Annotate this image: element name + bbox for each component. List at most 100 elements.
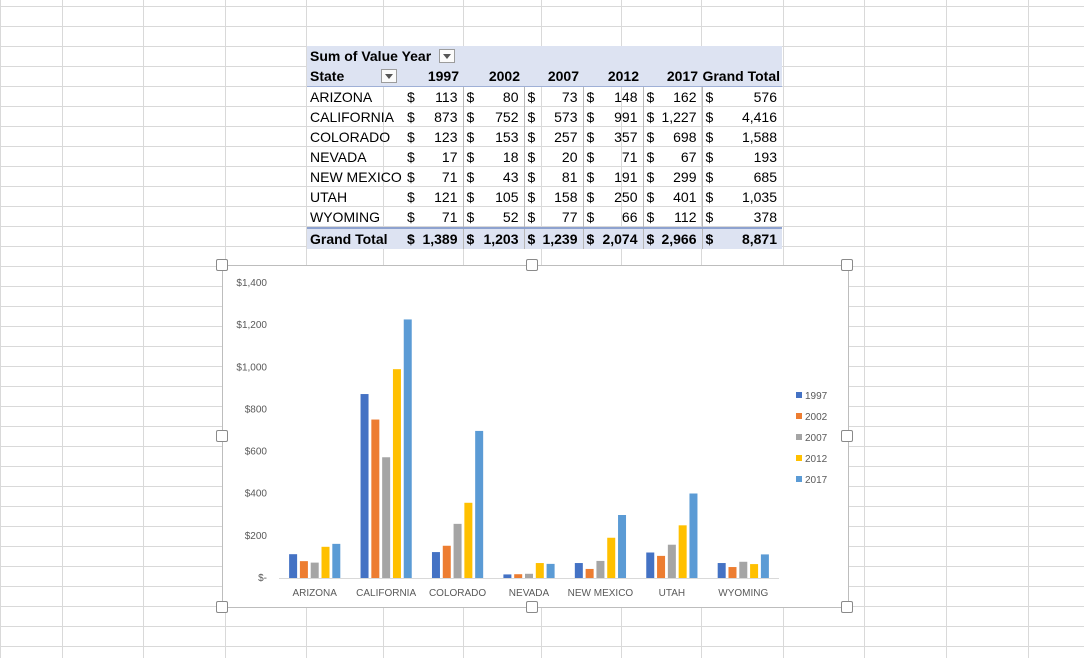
pivot-value-cell[interactable]: $81 xyxy=(524,167,584,187)
pivot-state-label[interactable]: NEVADA xyxy=(310,149,367,165)
pivot-value-cell[interactable]: $873 xyxy=(404,107,464,127)
pivot-value-cell[interactable]: $80 xyxy=(463,86,525,107)
bar-2002-wyoming[interactable] xyxy=(728,567,737,578)
pivot-value-cell[interactable]: $123 xyxy=(404,127,464,147)
bar-2012-nevada[interactable] xyxy=(535,563,544,578)
pivot-value-cell[interactable]: $162 xyxy=(643,86,703,107)
pivot-value-cell[interactable]: $752 xyxy=(463,107,525,127)
pivot-value-cell[interactable]: $257 xyxy=(524,127,584,147)
pivot-value-cell[interactable]: $52 xyxy=(463,207,525,228)
bar-2012-new-mexico[interactable] xyxy=(607,537,616,578)
pivot-value-cell[interactable]: $71 xyxy=(583,147,644,167)
pivot-value-cell[interactable]: $112 xyxy=(643,207,703,228)
pivot-grand-total-cell[interactable]: $1,389 xyxy=(404,227,464,249)
pivot-row-total-cell[interactable]: $576 xyxy=(702,87,782,108)
pivot-value-cell[interactable]: $1,227 xyxy=(643,107,703,127)
pivot-value-cell[interactable]: $66 xyxy=(583,207,644,228)
bar-1997-colorado[interactable] xyxy=(431,552,440,578)
bar-2012-colorado[interactable] xyxy=(464,502,473,578)
pivot-state-label[interactable]: ARIZONA xyxy=(310,89,373,105)
state-filter-dropdown-icon[interactable] xyxy=(381,69,398,84)
pivot-value-cell[interactable]: $357 xyxy=(583,127,644,147)
pivot-value-cell[interactable]: $250 xyxy=(583,187,644,207)
pivot-value-cell[interactable]: $191 xyxy=(583,167,644,187)
pivot-value-cell[interactable]: $17 xyxy=(404,147,464,167)
pivot-value-cell[interactable]: $71 xyxy=(404,167,464,187)
bar-1997-new-mexico[interactable] xyxy=(574,563,583,578)
pivot-value-cell[interactable]: $401 xyxy=(643,187,703,207)
legend-item[interactable]: 2017 xyxy=(796,470,827,491)
pivot-value-cell[interactable]: $148 xyxy=(583,86,644,107)
pivot-grand-total-cell[interactable]: $1,239 xyxy=(524,227,584,249)
bar-1997-arizona[interactable] xyxy=(289,554,298,578)
bar-2017-colorado[interactable] xyxy=(475,430,484,578)
pivot-value-cell[interactable]: $153 xyxy=(463,127,525,147)
pivot-value-cell[interactable]: $67 xyxy=(643,147,703,167)
resize-handle-bottom[interactable] xyxy=(526,601,538,613)
pivot-table[interactable]: Sum of Value Year State 1997 2002 2007 2… xyxy=(307,46,782,249)
pivot-grand-total-label[interactable]: Grand Total xyxy=(307,227,404,249)
pivot-grand-total-cell[interactable]: $1,203 xyxy=(463,227,525,249)
bar-2017-california[interactable] xyxy=(403,319,412,578)
pivot-state-label[interactable]: NEW MEXICO xyxy=(310,169,402,185)
legend-item[interactable]: 1997 xyxy=(796,386,827,407)
pivot-value-cell[interactable]: $20 xyxy=(524,147,584,167)
bar-2017-arizona[interactable] xyxy=(332,543,341,578)
pivot-state-label[interactable]: UTAH xyxy=(310,189,348,205)
bar-2017-utah[interactable] xyxy=(689,493,698,579)
resize-handle-top-right[interactable] xyxy=(841,259,853,271)
bar-2012-california[interactable] xyxy=(392,369,401,578)
resize-handle-top-left[interactable] xyxy=(216,259,228,271)
pivot-value-cell[interactable]: $698 xyxy=(643,127,703,147)
bar-1997-nevada[interactable] xyxy=(503,574,512,578)
pivot-row-total-cell[interactable]: $378 xyxy=(702,207,782,228)
pivot-value-cell[interactable]: $113 xyxy=(404,86,464,107)
bar-2002-colorado[interactable] xyxy=(442,545,451,578)
bar-2002-arizona[interactable] xyxy=(299,561,308,578)
bar-1997-california[interactable] xyxy=(360,394,369,578)
pivot-value-cell[interactable]: $299 xyxy=(643,167,703,187)
pivot-value-cell[interactable]: $77 xyxy=(524,207,584,228)
bar-2007-colorado[interactable] xyxy=(453,523,462,578)
legend-item[interactable]: 2012 xyxy=(796,449,827,470)
pivot-value-cell[interactable]: $105 xyxy=(463,187,525,207)
clustered-column-chart[interactable]: $- $200 $400 $600 $800 $1,000 $1,200 $1,400 ARIZ… xyxy=(222,265,849,608)
pivot-state-label[interactable]: COLORADO xyxy=(310,129,391,145)
pivot-value-cell[interactable]: $18 xyxy=(463,147,525,167)
bar-2012-arizona[interactable] xyxy=(321,546,330,578)
resize-handle-bottom-left[interactable] xyxy=(216,601,228,613)
pivot-value-cell[interactable]: $43 xyxy=(463,167,525,187)
pivot-value-cell[interactable]: $573 xyxy=(524,107,584,127)
resize-handle-right[interactable] xyxy=(841,430,853,442)
bar-2002-utah[interactable] xyxy=(657,555,666,579)
pivot-row-total-cell[interactable]: $4,416 xyxy=(702,107,782,127)
bar-2007-arizona[interactable] xyxy=(310,562,319,578)
pivot-state-label[interactable]: WYOMING xyxy=(310,209,380,225)
bar-2017-nevada[interactable] xyxy=(546,563,555,578)
resize-handle-bottom-right[interactable] xyxy=(841,601,853,613)
chart-legend[interactable]: 1997 2002 2007 2012 2017 xyxy=(796,386,827,491)
bar-2002-nevada[interactable] xyxy=(514,574,523,578)
pivot-row-total-cell[interactable]: $193 xyxy=(702,147,782,167)
bar-2007-nevada[interactable] xyxy=(525,573,533,578)
bar-2007-new-mexico[interactable] xyxy=(596,560,605,578)
pivot-grand-total-cell[interactable]: $2,074 xyxy=(583,227,644,249)
resize-handle-left[interactable] xyxy=(216,430,228,442)
pivot-overall-total-cell[interactable]: $8,871 xyxy=(702,227,782,249)
legend-item[interactable]: 2002 xyxy=(796,407,827,428)
bar-2007-utah[interactable] xyxy=(667,544,676,578)
year-filter-dropdown-icon[interactable] xyxy=(439,49,456,64)
pivot-value-cell[interactable]: $991 xyxy=(583,107,644,127)
pivot-value-cell[interactable]: $73 xyxy=(524,86,584,107)
resize-handle-top[interactable] xyxy=(526,259,538,271)
bar-2007-california[interactable] xyxy=(382,457,391,578)
bar-2002-california[interactable] xyxy=(371,419,380,578)
pivot-row-total-cell[interactable]: $1,035 xyxy=(702,187,782,207)
bar-2007-wyoming[interactable] xyxy=(739,561,748,578)
bar-2012-utah[interactable] xyxy=(678,525,687,578)
legend-item[interactable]: 2007 xyxy=(796,428,827,449)
bar-2002-new-mexico[interactable] xyxy=(585,568,594,578)
bar-1997-wyoming[interactable] xyxy=(717,563,726,578)
pivot-row-total-cell[interactable]: $1,588 xyxy=(702,127,782,147)
pivot-value-cell[interactable]: $121 xyxy=(404,187,464,207)
